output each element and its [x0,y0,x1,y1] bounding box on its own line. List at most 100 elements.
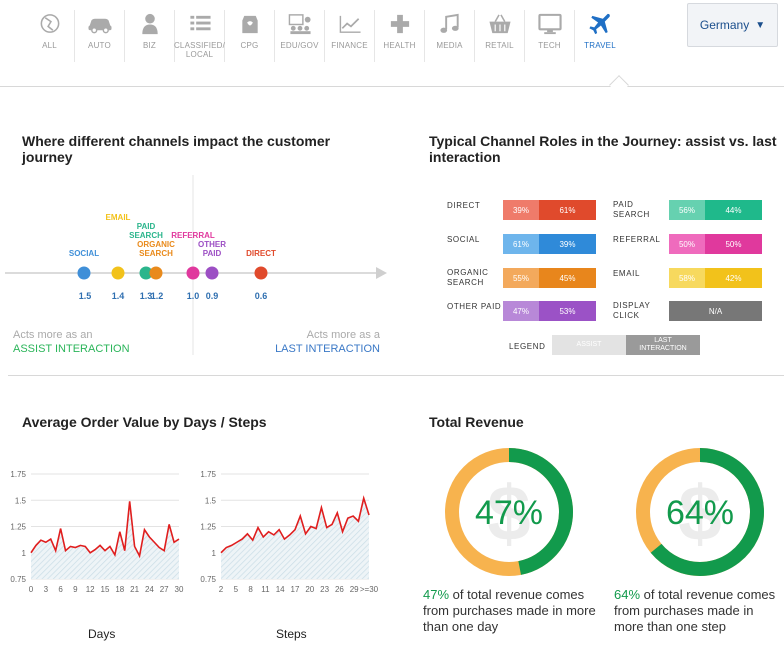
role-bar: 56% 44% [669,200,762,220]
x-tick-label: 29 [350,585,359,594]
nav-tab-classified-local[interactable]: CLASSIFIED/LOCAL [173,10,226,62]
nav-tab-edu-gov[interactable]: EDU/GOV [275,10,325,62]
role-name: REFERRAL [613,235,661,244]
x-tick-label: 18 [115,585,124,594]
revenue-donut-days: $47% [445,448,573,576]
x-tick-label: 30 [175,585,184,594]
globe-icon [40,14,59,33]
role-name: DISPLAY CLICK [613,301,651,320]
nav-tab-cpg[interactable]: CPG [225,10,275,62]
section-divider [8,375,784,376]
channel-label-other-paid: OTHER PAID [198,240,226,258]
aov-days-chart: 1.75 1.5 1.25 1 0.750 3 6 9 12 15 18 21 24 27 30 [10,470,184,594]
x-tick-label: 14 [276,585,285,594]
assist-note-line2: ASSIST INTERACTION [13,343,130,355]
dollar-icon: $ [487,469,530,557]
role-last-segment: 39% [539,234,596,254]
y-tick-label: 1 [22,549,27,558]
channel-value: 1.0 [187,291,200,301]
last-note: Acts more as a LAST INTERACTION [240,328,380,356]
nav-tab-all[interactable]: ALL [25,10,75,62]
role-bar: 61% 39% [503,234,596,254]
trend-chart-icon [339,15,361,33]
channel-point [205,266,219,280]
axis-arrow-icon [376,267,387,279]
legend-assist: ASSIST [552,335,626,355]
roles-title: Typical Channel Roles in the Journey: as… [429,133,777,165]
legend-last-interaction: LAST INTERACTION [626,335,700,355]
role-assist-segment: 55% [503,268,539,288]
country-value: Germany [699,18,750,32]
role-name: PAID SEARCH [613,200,650,219]
series-line [220,495,370,554]
nav-tab-auto[interactable]: AUTO [75,10,125,62]
airplane-icon [589,13,610,35]
shopping-basket-icon [488,14,511,34]
nav-tab-label: FINANCE [331,41,368,50]
nav-tab-finance[interactable]: FINANCE [325,10,375,62]
role-assist-segment: 61% [503,234,539,254]
nav-tab-travel[interactable]: TRAVEL [575,10,625,62]
role-assist-segment: 50% [669,234,705,254]
last-note-line1: Acts more as a [306,329,380,341]
donut-caption-days: 47% of total revenue comes from purchase… [423,587,598,635]
role-bar: 39% 61% [503,200,596,220]
country-select[interactable]: Germany ▼ [687,3,778,47]
nav-items: ALL AUTO BIZ CLASSIFIED/LOCAL CPG EDU/GOV FINA… [25,10,625,62]
chevron-down-icon: ▼ [755,19,766,31]
classroom-icon [288,14,311,35]
channel-label-social: SOCIAL [69,249,99,258]
nav-tab-label: TRAVEL [584,41,616,50]
role-bar: 58% 42% [669,268,762,288]
channel-label-paid-search: PAID SEARCH [129,222,163,240]
channel-point [149,266,163,280]
role-last-segment: 42% [705,268,762,288]
x-tick-label: 17 [291,585,300,594]
role-last-segment: 44% [705,200,762,220]
donut-share [508,448,573,575]
channel-label-direct: DIRECT [246,249,276,258]
list-icon [189,15,211,31]
nav-tab-health[interactable]: HEALTH [375,10,425,62]
revenue-title: Total Revenue [429,414,524,430]
nav-tab-label: CPG [240,41,259,50]
role-assist-segment: 47% [503,301,539,321]
y-tick-label: 0.75 [10,575,26,584]
nav-tab-retail[interactable]: RETAIL [475,10,525,62]
y-tick-label: 1 [212,549,217,558]
role-bar: 50% 50% [669,234,762,254]
nav-tab-label: CLASSIFIED/LOCAL [173,41,226,59]
line-area [221,498,369,579]
channel-impact-chart: SOCIAL 1.5 EMAIL 1.4 PAID SEARCH 1.3 ORGANIC SEA… [5,175,387,355]
x-tick-label: 8 [248,585,253,594]
nav-tab-label: AUTO [88,41,111,50]
y-tick-label: 1.5 [15,496,27,505]
role-assist-segment: 56% [669,200,705,220]
x-tick-label: >=30 [360,585,379,594]
y-tick-label: 0.75 [200,575,216,584]
legend-label: LEGEND [509,342,546,351]
assist-note-line1: Acts more as an [13,329,93,341]
channel-point [77,266,91,280]
y-tick-label: 1.75 [200,470,216,479]
x-tick-label: 23 [320,585,329,594]
nav-tab-label: BIZ [142,41,157,50]
nav-tab-label: TECH [538,41,561,50]
dollar-icon: $ [678,469,721,557]
role-last-segment: 61% [539,200,596,220]
nav-tab-tech[interactable]: TECH [525,10,575,62]
role-assist-segment: 39% [503,200,539,220]
channel-value: 1.4 [112,291,125,301]
y-tick-label: 1.75 [10,470,26,479]
nav-tab-media[interactable]: MEDIA [425,10,475,62]
donut-caption-steps-text: of total revenue comes from purchases ma… [614,587,776,634]
assist-note: Acts more as an ASSIST INTERACTION [13,328,130,356]
role-name: OTHER PAID [447,302,502,311]
role-assist-segment: 58% [669,268,705,288]
donut-percentage: 64% [666,494,734,532]
role-bar: 55% 45% [503,268,596,288]
x-tick-label: 3 [44,585,49,594]
y-tick-label: 1.25 [200,523,216,532]
nav-tab-biz[interactable]: BIZ [125,10,175,62]
channel-point [139,266,153,280]
